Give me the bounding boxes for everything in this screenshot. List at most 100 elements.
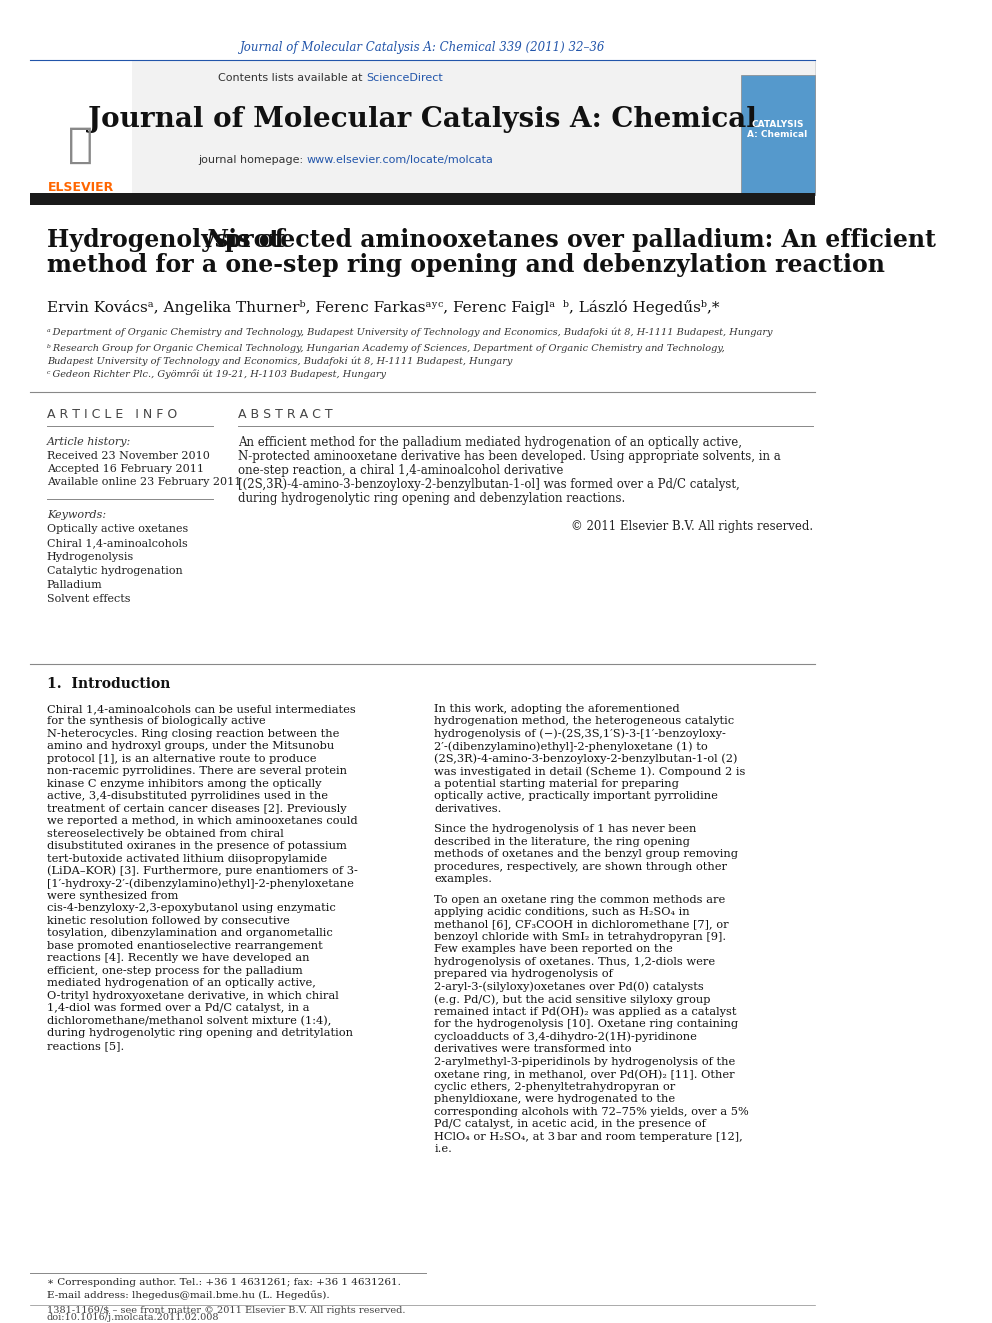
Text: E-mail address: lhegedus@mail.bme.hu (L. Hegedűs).: E-mail address: lhegedus@mail.bme.hu (L.…	[47, 1290, 329, 1299]
Text: kinase C enzyme inhibitors among the optically: kinase C enzyme inhibitors among the opt…	[47, 779, 321, 789]
Text: cycloadducts of 3,4-dihydro-2(1H)-pyridinone: cycloadducts of 3,4-dihydro-2(1H)-pyridi…	[434, 1032, 697, 1043]
Text: (e.g. Pd/C), but the acid sensitive silyloxy group: (e.g. Pd/C), but the acid sensitive sily…	[434, 994, 710, 1004]
Text: remained intact if Pd(OH)₂ was applied as a catalyst: remained intact if Pd(OH)₂ was applied a…	[434, 1007, 737, 1017]
Text: www.elsevier.com/locate/molcata: www.elsevier.com/locate/molcata	[307, 155, 493, 165]
Text: derivatives.: derivatives.	[434, 803, 502, 814]
Bar	[30, 193, 814, 205]
Text: To open an oxetane ring the common methods are: To open an oxetane ring the common metho…	[434, 894, 725, 905]
Text: A R T I C L E   I N F O: A R T I C L E I N F O	[47, 407, 178, 421]
Text: one-step reaction, a chiral 1,4-aminoalcohol derivative: one-step reaction, a chiral 1,4-aminoalc…	[238, 464, 563, 476]
Text: Pd/C catalyst, in acetic acid, in the presence of: Pd/C catalyst, in acetic acid, in the pr…	[434, 1119, 706, 1129]
Text: tosylation, dibenzylamination and organometallic: tosylation, dibenzylamination and organo…	[47, 929, 332, 938]
Text: (LiDA–KOR) [3]. Furthermore, pure enantiomers of 3-: (LiDA–KOR) [3]. Furthermore, pure enanti…	[47, 865, 358, 876]
Text: base promoted enantioselective rearrangement: base promoted enantioselective rearrange…	[47, 941, 322, 951]
Text: efficient, one-step process for the palladium: efficient, one-step process for the pall…	[47, 966, 303, 976]
Bar	[30, 60, 132, 194]
Text: doi:10.1016/j.molcata.2011.02.008: doi:10.1016/j.molcata.2011.02.008	[47, 1314, 219, 1322]
Text: optically active, practically important pyrrolidine: optically active, practically important …	[434, 791, 718, 802]
Text: HClO₄ or H₂SO₄, at 3 bar and room temperature [12],: HClO₄ or H₂SO₄, at 3 bar and room temper…	[434, 1131, 743, 1142]
Text: 2-aryl-3-(silyloxy)oxetanes over Pd(0) catalysts: 2-aryl-3-(silyloxy)oxetanes over Pd(0) c…	[434, 982, 704, 992]
Text: -protected aminooxetanes over palladium: An efficient: -protected aminooxetanes over palladium:…	[214, 228, 935, 251]
Text: 1381-1169/$ – see front matter © 2011 Elsevier B.V. All rights reserved.: 1381-1169/$ – see front matter © 2011 El…	[47, 1306, 406, 1315]
Bar	[741, 75, 814, 194]
Text: i.e.: i.e.	[434, 1144, 452, 1154]
Text: Few examples have been reported on the: Few examples have been reported on the	[434, 945, 673, 954]
Text: Accepted 16 February 2011: Accepted 16 February 2011	[47, 464, 203, 474]
Text: An efficient method for the palladium mediated hydrogenation of an optically act: An efficient method for the palladium me…	[238, 435, 742, 448]
Text: Since the hydrogenolysis of 1 has never been: Since the hydrogenolysis of 1 has never …	[434, 824, 696, 833]
Text: hydrogenolysis of oxetanes. Thus, 1,2-diols were: hydrogenolysis of oxetanes. Thus, 1,2-di…	[434, 957, 715, 967]
Text: (2S,3R)-4-amino-3-benzoyloxy-2-benzylbutan-1-ol (2): (2S,3R)-4-amino-3-benzoyloxy-2-benzylbut…	[434, 754, 738, 763]
Text: kinetic resolution followed by consecutive: kinetic resolution followed by consecuti…	[47, 916, 290, 926]
Text: 1,4-diol was formed over a Pd/C catalyst, in a: 1,4-diol was formed over a Pd/C catalyst…	[47, 1003, 310, 1013]
Text: during hydrogenolytic ring opening and detritylation: during hydrogenolytic ring opening and d…	[47, 1028, 353, 1039]
Text: disubstituted oxiranes in the presence of potassium: disubstituted oxiranes in the presence o…	[47, 841, 347, 851]
Text: for the synthesis of biologically active: for the synthesis of biologically active	[47, 716, 266, 726]
Text: Article history:: Article history:	[47, 438, 131, 447]
Text: methanol [6], CF₃COOH in dichloromethane [7], or: methanol [6], CF₃COOH in dichloromethane…	[434, 919, 729, 930]
Text: Budapest University of Technology and Economics, Budafoki út 8, H-1111 Budapest,: Budapest University of Technology and Ec…	[47, 357, 512, 366]
Text: we reported a method, in which aminooxetanes could: we reported a method, in which aminooxet…	[47, 816, 357, 826]
Text: derivatives were transformed into: derivatives were transformed into	[434, 1044, 632, 1054]
Text: ᶜ Gedeon Richter Plc., Gyömrői út 19-21, H-1103 Budapest, Hungary: ᶜ Gedeon Richter Plc., Gyömrői út 19-21,…	[47, 369, 386, 380]
Text: active, 3,4-disubstituted pyrrolidines used in the: active, 3,4-disubstituted pyrrolidines u…	[47, 791, 327, 802]
Text: Contents lists available at: Contents lists available at	[218, 73, 366, 83]
Text: Keywords:: Keywords:	[47, 511, 106, 520]
Text: examples.: examples.	[434, 875, 492, 884]
Text: Catalytic hydrogenation: Catalytic hydrogenation	[47, 566, 183, 576]
Text: ᵃ Department of Organic Chemistry and Technology, Budapest University of Technol: ᵃ Department of Organic Chemistry and Te…	[47, 328, 773, 337]
Text: hydrogenolysis of (−)-(2S,3S,1′S)-3-[1′-benzoyloxy-: hydrogenolysis of (−)-(2S,3S,1′S)-3-[1′-…	[434, 729, 726, 740]
Text: 🌳: 🌳	[68, 124, 93, 165]
Text: Available online 23 February 2011: Available online 23 February 2011	[47, 478, 241, 487]
Text: phenyldioxane, were hydrogenated to the: phenyldioxane, were hydrogenated to the	[434, 1094, 676, 1105]
Text: were synthesized from: were synthesized from	[47, 890, 179, 901]
Text: amino and hydroxyl groups, under the Mitsunobu: amino and hydroxyl groups, under the Mit…	[47, 741, 334, 751]
Text: Ervin Kovácsᵃ, Angelika Thurnerᵇ, Ferenc Farkasᵃʸᶜ, Ferenc Faiglᵃ ᵇ, László Hege: Ervin Kovácsᵃ, Angelika Thurnerᵇ, Ferenc…	[47, 300, 719, 315]
Text: Palladium: Palladium	[47, 579, 102, 590]
Text: treatment of certain cancer diseases [2]. Previously: treatment of certain cancer diseases [2]…	[47, 803, 346, 814]
Text: Chiral 1,4-aminoalcohols: Chiral 1,4-aminoalcohols	[47, 538, 187, 548]
Text: corresponding alcohols with 72–75% yields, over a 5%: corresponding alcohols with 72–75% yield…	[434, 1106, 749, 1117]
Text: during hydrogenolytic ring opening and debenzylation reactions.: during hydrogenolytic ring opening and d…	[238, 492, 626, 504]
Text: In this work, adopting the aforementioned: In this work, adopting the aforementione…	[434, 704, 680, 714]
Text: oxetane ring, in methanol, over Pd(OH)₂ [11]. Other: oxetane ring, in methanol, over Pd(OH)₂ …	[434, 1069, 735, 1080]
Text: N-protected aminooxetane derivative has been developed. Using appropriate solven: N-protected aminooxetane derivative has …	[238, 450, 781, 463]
Text: was investigated in detail (Scheme 1). Compound 2 is: was investigated in detail (Scheme 1). C…	[434, 766, 746, 777]
Text: Journal of Molecular Catalysis A: Chemical: Journal of Molecular Catalysis A: Chemic…	[88, 106, 757, 134]
Text: ᵇ Research Group for Organic Chemical Technology, Hungarian Academy of Sciences,: ᵇ Research Group for Organic Chemical Te…	[47, 344, 724, 353]
Text: Optically active oxetanes: Optically active oxetanes	[47, 524, 188, 534]
Text: prepared via hydrogenolysis of: prepared via hydrogenolysis of	[434, 970, 613, 979]
Text: N-heterocycles. Ring closing reaction between the: N-heterocycles. Ring closing reaction be…	[47, 729, 339, 738]
Text: ScienceDirect: ScienceDirect	[366, 73, 442, 83]
Text: © 2011 Elsevier B.V. All rights reserved.: © 2011 Elsevier B.V. All rights reserved…	[571, 520, 813, 533]
Text: methods of oxetanes and the benzyl group removing: methods of oxetanes and the benzyl group…	[434, 849, 738, 859]
Text: ELSEVIER: ELSEVIER	[48, 181, 114, 194]
Text: tert-butoxide activated lithium diisopropylamide: tert-butoxide activated lithium diisopro…	[47, 853, 327, 864]
Text: procedures, respectively, are shown through other: procedures, respectively, are shown thro…	[434, 861, 727, 872]
Text: dichloromethane/methanol solvent mixture (1:4),: dichloromethane/methanol solvent mixture…	[47, 1016, 331, 1025]
Text: cis-4-benzyloxy-2,3-epoxybutanol using enzymatic: cis-4-benzyloxy-2,3-epoxybutanol using e…	[47, 904, 335, 913]
Text: O-trityl hydroxyoxetane derivative, in which chiral: O-trityl hydroxyoxetane derivative, in w…	[47, 991, 338, 1000]
Text: 1.  Introduction: 1. Introduction	[47, 677, 171, 691]
Text: non-racemic pyrrolidines. There are several protein: non-racemic pyrrolidines. There are seve…	[47, 766, 347, 777]
Text: N: N	[205, 228, 227, 251]
Text: A B S T R A C T: A B S T R A C T	[238, 407, 333, 421]
Text: stereoselectively be obtained from chiral: stereoselectively be obtained from chira…	[47, 828, 284, 839]
Text: ∗ Corresponding author. Tel.: +36 1 4631261; fax: +36 1 4631261.: ∗ Corresponding author. Tel.: +36 1 4631…	[47, 1278, 401, 1287]
Text: hydrogenation method, the heterogeneous catalytic: hydrogenation method, the heterogeneous …	[434, 716, 734, 726]
Text: reactions [4]. Recently we have developed an: reactions [4]. Recently we have develope…	[47, 954, 310, 963]
Text: Hydrogenolysis: Hydrogenolysis	[47, 552, 134, 562]
Text: mediated hydrogenation of an optically active,: mediated hydrogenation of an optically a…	[47, 979, 315, 988]
Text: cyclic ethers, 2-phenyltetrahydropyran or: cyclic ethers, 2-phenyltetrahydropyran o…	[434, 1082, 676, 1091]
Bar	[30, 60, 814, 194]
Text: Solvent effects: Solvent effects	[47, 594, 130, 605]
Text: 2′-(dibenzylamino)ethyl]-2-phenyloxetane (1) to: 2′-(dibenzylamino)ethyl]-2-phenyloxetane…	[434, 741, 708, 751]
Text: a potential starting material for preparing: a potential starting material for prepar…	[434, 779, 680, 789]
Text: journal homepage:: journal homepage:	[197, 155, 307, 165]
Text: applying acidic conditions, such as H₂SO₄ in: applying acidic conditions, such as H₂SO…	[434, 908, 689, 917]
Text: Journal of Molecular Catalysis A: Chemical 339 (2011) 32–36: Journal of Molecular Catalysis A: Chemic…	[240, 41, 605, 54]
Text: [1′-hydroxy-2′-(dibenzylamino)ethyl]-2-phenyloxetane: [1′-hydroxy-2′-(dibenzylamino)ethyl]-2-p…	[47, 878, 354, 889]
Text: protocol [1], is an alternative route to produce: protocol [1], is an alternative route to…	[47, 754, 316, 763]
Text: described in the literature, the ring opening: described in the literature, the ring op…	[434, 836, 690, 847]
Text: method for a one-step ring opening and debenzylation reaction: method for a one-step ring opening and d…	[47, 253, 885, 277]
